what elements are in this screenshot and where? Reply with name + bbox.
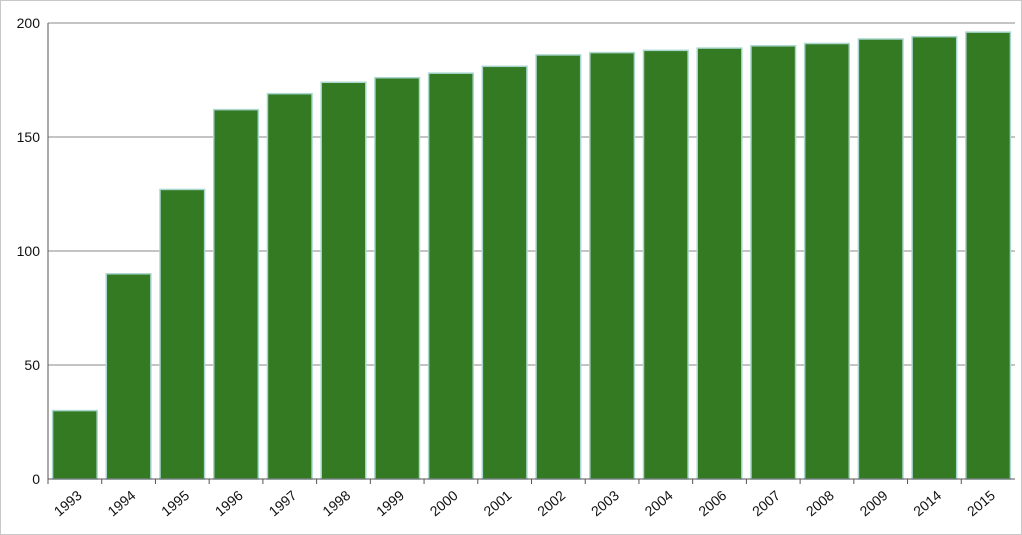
- bar-2007: [750, 45, 797, 480]
- y-tick-label: 200: [17, 15, 41, 31]
- bar-2001: [481, 65, 528, 480]
- x-tick-label-1998: 1998: [319, 487, 353, 519]
- bar-1999: [374, 76, 421, 480]
- x-tick-label-1996: 1996: [212, 487, 246, 519]
- bar-1995: [159, 188, 206, 480]
- x-tick-label-1993: 1993: [51, 487, 85, 519]
- x-tick-label-2002: 2002: [534, 487, 568, 519]
- y-tick-label: 150: [17, 129, 41, 145]
- bar-1997: [266, 92, 313, 480]
- x-tick-labels: 1993 1994 1995 1996 1997 1998 1999 2000 2001 2002…: [51, 487, 999, 519]
- bar-1993: [51, 409, 98, 480]
- x-tick-label-1995: 1995: [158, 487, 192, 519]
- bar-1998: [320, 81, 367, 480]
- bar-2015: [965, 31, 1012, 480]
- x-tick-label-2004: 2004: [642, 487, 676, 519]
- x-tick-label-2007: 2007: [749, 487, 783, 519]
- y-tick-label: 50: [24, 357, 40, 373]
- x-tick-label-2015: 2015: [964, 487, 998, 519]
- y-tick-label: 0: [32, 471, 40, 487]
- y-tick-label: 100: [17, 243, 41, 259]
- x-tick-label-1994: 1994: [104, 487, 138, 519]
- x-tick-label-2003: 2003: [588, 487, 622, 519]
- bar-2006: [696, 47, 743, 480]
- x-tick-label-1999: 1999: [373, 487, 407, 519]
- bar-2003: [589, 51, 636, 480]
- bar-2000: [427, 72, 474, 480]
- bar-2014: [911, 35, 958, 480]
- bar-1996: [212, 108, 260, 480]
- bar-2008: [803, 42, 851, 480]
- x-tick-label-2006: 2006: [695, 487, 729, 519]
- bar-1994: [105, 273, 152, 480]
- x-tick-label-2008: 2008: [803, 487, 837, 519]
- axes: [47, 23, 1015, 484]
- x-tick-label-2001: 2001: [480, 487, 514, 519]
- bars: [51, 31, 1012, 480]
- bar-2002: [535, 54, 582, 480]
- bar-2004: [642, 49, 689, 480]
- x-tick-label-2000: 2000: [427, 487, 461, 519]
- x-tick-label-1997: 1997: [266, 487, 300, 519]
- gridlines: [48, 22, 1015, 366]
- y-tick-labels: 0 50 100 150 200: [17, 15, 41, 487]
- x-tick-label-2014: 2014: [910, 487, 944, 519]
- x-tick-label-2009: 2009: [856, 487, 890, 519]
- bar-2009: [857, 38, 904, 480]
